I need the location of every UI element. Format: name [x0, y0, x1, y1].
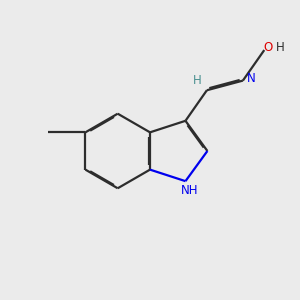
Text: H: H [276, 40, 284, 54]
Text: O: O [264, 40, 273, 54]
Text: NH: NH [181, 184, 198, 197]
Text: H: H [193, 74, 201, 87]
Text: N: N [247, 72, 256, 85]
